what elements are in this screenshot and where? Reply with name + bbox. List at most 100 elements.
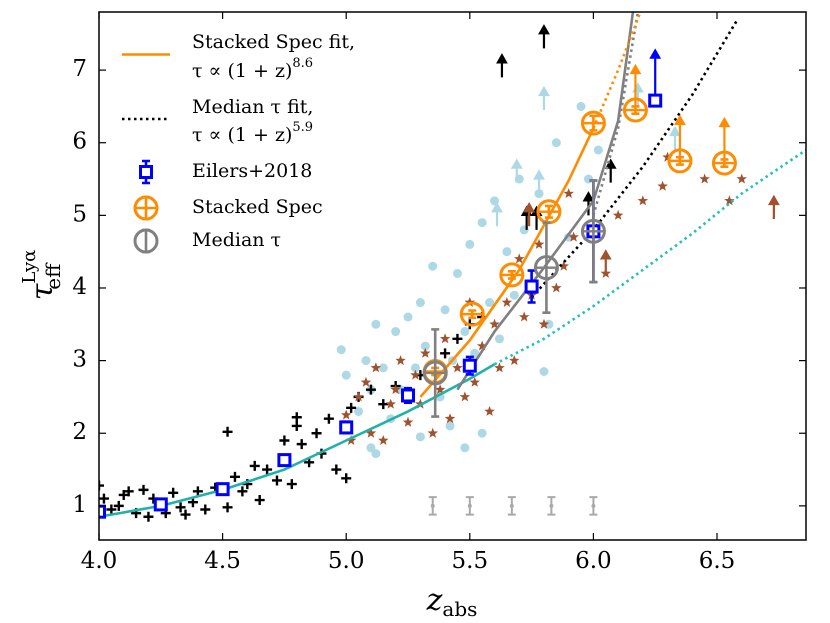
- lower-limit-arrow: [510, 158, 523, 183]
- square-point: [462, 358, 477, 373]
- square-point: [648, 93, 663, 108]
- circle-point: [459, 301, 485, 327]
- plus-point: [222, 502, 233, 513]
- plus-point: [279, 435, 290, 446]
- star-point: [563, 188, 574, 198]
- plus-point: [323, 413, 334, 424]
- y-tick-label: 2: [72, 419, 87, 445]
- plus-point: [254, 495, 265, 506]
- legend-swatch: [133, 228, 159, 254]
- axes-frame: [98, 11, 807, 541]
- y-label-sub: eff: [41, 262, 65, 290]
- series: [530, 20, 738, 299]
- star-point: [459, 391, 471, 402]
- legend-label: Stacked Spec: [192, 196, 323, 218]
- plus-point: [365, 384, 376, 395]
- plus-point: [192, 486, 203, 497]
- star-point: [484, 405, 495, 416]
- star-point: [353, 391, 364, 402]
- star-point: [509, 355, 520, 366]
- dot-point: [391, 327, 401, 337]
- square-point: [99, 504, 106, 519]
- legend-formula-exp: 8.6: [292, 56, 313, 71]
- lower-limit-arrow: [538, 24, 550, 49]
- dot-point: [403, 312, 413, 322]
- series: [419, 127, 595, 398]
- plus-point: [113, 500, 124, 511]
- plus-point: [123, 486, 134, 497]
- square-point: [215, 482, 230, 497]
- fit-dotted-line: [592, 12, 640, 216]
- series: [341, 151, 747, 445]
- circle-point: [533, 255, 559, 281]
- lower-limit-arrow: [599, 249, 612, 274]
- plus-point: [168, 487, 179, 498]
- y-tick-label: 7: [72, 56, 87, 82]
- star-point: [378, 435, 389, 445]
- plus-point: [296, 439, 307, 450]
- fit-line: [419, 127, 595, 398]
- plus-point: [378, 399, 389, 410]
- star-point: [385, 398, 396, 409]
- legend-label: Stacked Spec fit,: [192, 31, 355, 53]
- star-point: [551, 282, 562, 293]
- circle-point: [667, 148, 693, 174]
- plot-area: [99, 12, 806, 522]
- dot-point: [539, 367, 549, 377]
- star-point: [637, 195, 649, 206]
- lower-limit-arrow: [604, 158, 617, 183]
- dot-point: [470, 348, 480, 358]
- lower-limit-arrow: [491, 202, 503, 227]
- y-axis-label: τLyαeff: [19, 250, 65, 301]
- lower-limit-arrow: [523, 202, 536, 227]
- star-point: [514, 253, 525, 264]
- circle-point: [580, 110, 606, 136]
- dot-point: [445, 421, 455, 431]
- error-center: [430, 503, 435, 508]
- dot-point: [415, 432, 425, 442]
- dot-point: [502, 247, 512, 257]
- lower-limit-arrow: [718, 116, 731, 164]
- plus-point: [99, 480, 104, 491]
- x-tick-label: 6.5: [699, 548, 736, 574]
- x-axis-label: zabs: [426, 583, 478, 621]
- star-point: [494, 362, 505, 373]
- plus-point: [341, 473, 352, 484]
- series: [523, 194, 780, 274]
- dot-point: [371, 319, 381, 329]
- star-point: [657, 180, 668, 191]
- x-tick-label: 4.0: [81, 548, 118, 574]
- star-point: [410, 369, 421, 380]
- x-tick-label: 5.5: [452, 548, 489, 574]
- lower-limit-arrow: [533, 169, 545, 194]
- error-center: [549, 503, 554, 508]
- dot-point: [371, 449, 381, 459]
- lower-limit-arrow: [629, 63, 642, 111]
- lower-limit-arrow: [649, 48, 662, 101]
- dot-point: [354, 406, 364, 416]
- axes: 4.0 4.5 5.0 5.5 6.0 6.5 1 2 3 4 5 6 7 zabs τLyαeff: [19, 12, 806, 621]
- dot-point: [593, 145, 603, 155]
- star-point: [736, 173, 747, 184]
- dot-point: [428, 261, 438, 271]
- square-point: [401, 388, 416, 403]
- dot-point: [494, 334, 504, 344]
- lower-limit-arrow: [767, 194, 780, 219]
- star-point: [612, 209, 624, 220]
- star-point: [489, 318, 500, 329]
- plus-point: [286, 479, 297, 490]
- circle-point: [580, 218, 606, 244]
- square-point: [524, 279, 539, 294]
- error-center: [591, 503, 596, 508]
- y-tick-label: 6: [72, 129, 87, 155]
- plus-point: [180, 509, 191, 520]
- lower-limit-arrow: [496, 53, 508, 78]
- dot-point: [544, 319, 554, 329]
- legend-formula-exp: 5.9: [292, 120, 313, 135]
- dot-point: [378, 363, 388, 373]
- plus-point: [262, 464, 273, 475]
- x-tick-label: 4.5: [204, 548, 241, 574]
- star-point: [444, 413, 456, 424]
